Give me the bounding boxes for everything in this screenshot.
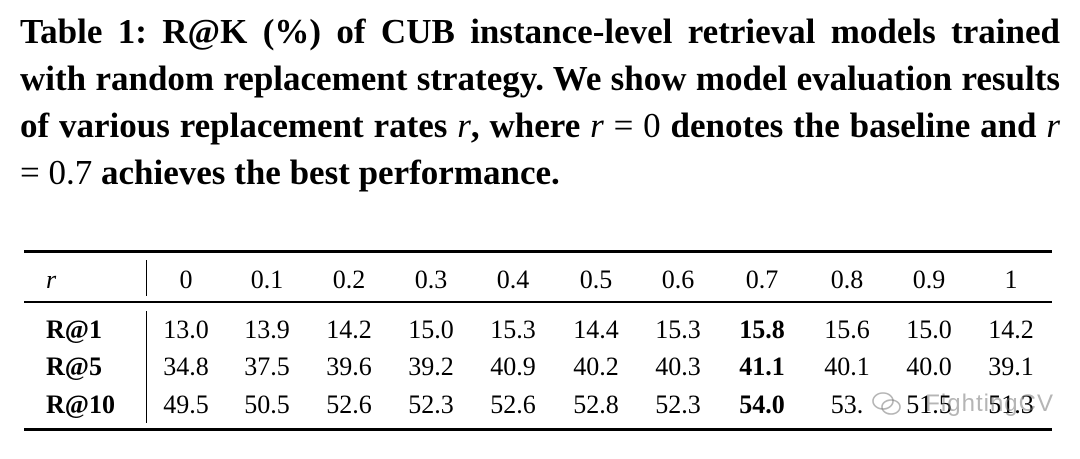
table-cell: 41.1 xyxy=(739,352,785,381)
table-cell: 34.8 xyxy=(163,352,209,381)
column-header: 0.8 xyxy=(830,265,864,294)
column-header: 0.1 xyxy=(250,265,284,294)
table-cell: 40.0 xyxy=(906,352,952,381)
table-cell: 15.8 xyxy=(739,315,785,344)
table-cell: 13.9 xyxy=(244,315,290,344)
table-cell: 39.2 xyxy=(408,352,454,381)
row-label: R@10 xyxy=(46,390,115,419)
column-header: 0.4 xyxy=(496,265,530,294)
column-header: 0.5 xyxy=(579,265,613,294)
table-bottom-rule xyxy=(24,428,1052,431)
table-cell: 52.3 xyxy=(408,390,454,419)
table-cell: 13.0 xyxy=(163,315,209,344)
table-cell: 49.5 xyxy=(163,390,209,419)
column-header: 0.2 xyxy=(332,265,366,294)
column-header: 0.3 xyxy=(414,265,448,294)
table-cell: 51.3 xyxy=(988,390,1034,419)
table-cell: 50.5 xyxy=(244,390,290,419)
table-cell: 15.3 xyxy=(655,315,701,344)
table-cell: 39.6 xyxy=(326,352,372,381)
watermark-text: FightingCV xyxy=(925,390,1054,417)
body-vertical-rule xyxy=(146,311,147,423)
table-cell: 15.6 xyxy=(824,315,870,344)
header-vertical-rule xyxy=(146,260,147,296)
row-label: R@5 xyxy=(46,352,102,381)
column-header: 1 xyxy=(1004,265,1018,294)
table-cell: 40.3 xyxy=(655,352,701,381)
table-caption: Table 1: R@K (%) of CUB instance-level r… xyxy=(20,12,1061,192)
table-cell: 54.0 xyxy=(739,390,785,419)
table-cell: 40.1 xyxy=(824,352,870,381)
table-cell: 52.8 xyxy=(573,390,619,419)
table-cell: 14.4 xyxy=(573,315,619,344)
table-cell: 40.2 xyxy=(573,352,619,381)
table-cell: 52.6 xyxy=(326,390,372,419)
row-label: R@1 xyxy=(46,315,102,344)
table-cell: 15.0 xyxy=(906,315,952,344)
header-r-label: r xyxy=(46,265,57,294)
table-cell: 14.2 xyxy=(326,315,372,344)
table-top-rule xyxy=(24,250,1052,253)
table-cell: 15.0 xyxy=(408,315,454,344)
table-cell: 51.5 xyxy=(906,390,952,419)
table-header-rule xyxy=(24,301,1052,303)
table-cell: 37.5 xyxy=(244,352,290,381)
column-header: 0.9 xyxy=(912,265,946,294)
table-cell: 15.3 xyxy=(490,315,536,344)
table-cell: 14.2 xyxy=(988,315,1034,344)
table-cell: 53. xyxy=(830,390,864,419)
table-cell: 40.9 xyxy=(490,352,536,381)
column-header: 0.6 xyxy=(661,265,695,294)
table-cell: 39.1 xyxy=(988,352,1034,381)
table-cell: 52.3 xyxy=(655,390,701,419)
table-cell: 52.6 xyxy=(490,390,536,419)
column-header: 0.7 xyxy=(745,265,779,294)
wechat-icon xyxy=(872,392,901,415)
column-header: 0 xyxy=(179,265,193,294)
